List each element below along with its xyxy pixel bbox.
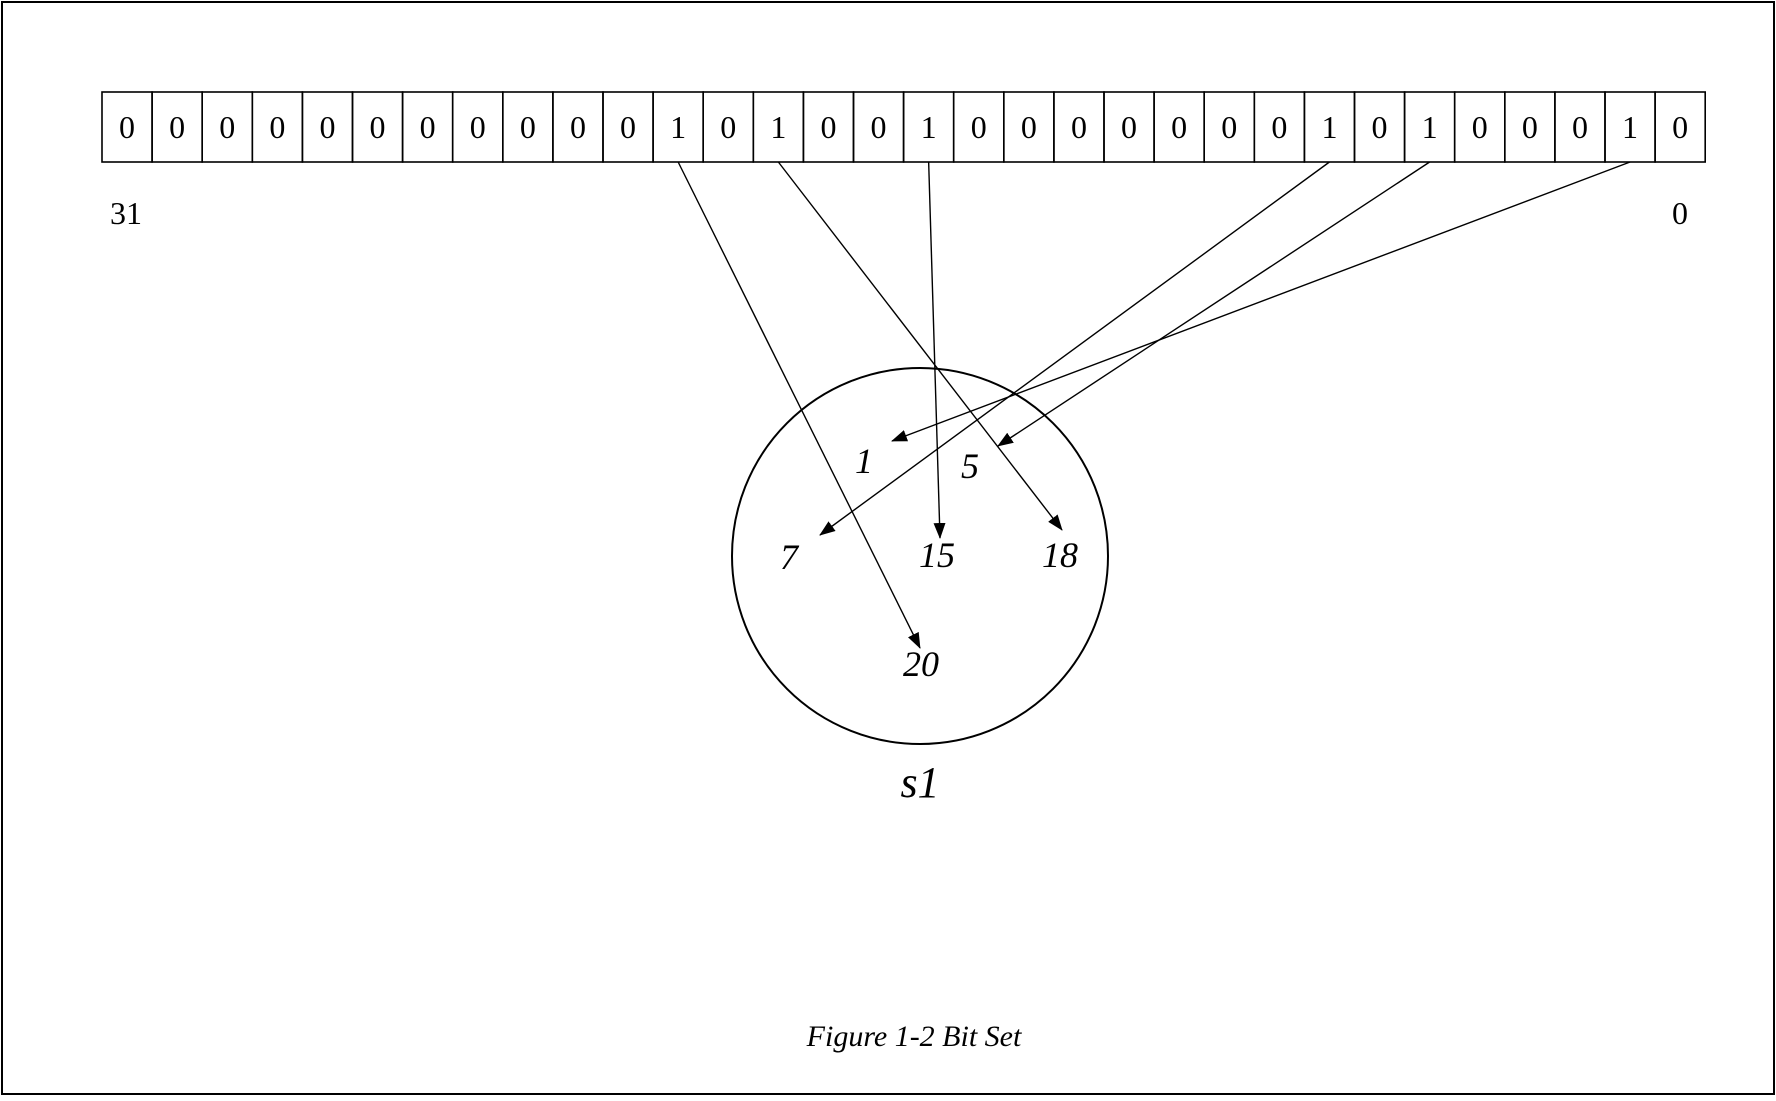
bit-value-4: 0 (1472, 109, 1488, 145)
set-element-5: 5 (961, 446, 979, 486)
set-name-label: s1 (900, 758, 939, 807)
bit-value-20: 1 (670, 109, 686, 145)
bit-value-3: 0 (1522, 109, 1538, 145)
bit-value-21: 0 (620, 109, 636, 145)
set-element-1: 1 (855, 441, 873, 481)
bit-value-9: 0 (1221, 109, 1237, 145)
arrow-bit-15-to-element-15 (927, 161, 946, 539)
arrow-bit-20-to-element-20 (677, 161, 921, 649)
bit-value-13: 0 (1021, 109, 1037, 145)
bit-value-15: 1 (921, 109, 937, 145)
bit-to-element-arrows (677, 161, 1631, 649)
bit-value-22: 0 (570, 109, 586, 145)
bit-value-7: 1 (1321, 109, 1337, 145)
bit-value-16: 0 (871, 109, 887, 145)
set-circle (731, 367, 1109, 745)
set-element-15: 15 (919, 535, 955, 575)
arrow-bit-18-to-element-18 (777, 161, 1063, 531)
bit-index-low-label: 0 (1672, 195, 1688, 231)
bit-value-30: 0 (169, 109, 185, 145)
bit-value-19: 0 (720, 109, 736, 145)
bit-value-27: 0 (319, 109, 335, 145)
bit-value-25: 0 (420, 109, 436, 145)
bit-value-6: 0 (1372, 109, 1388, 145)
bit-value-24: 0 (470, 109, 486, 145)
bit-value-12: 0 (1071, 109, 1087, 145)
bit-value-26: 0 (370, 109, 386, 145)
set-element-7: 7 (780, 537, 800, 577)
bit-value-28: 0 (269, 109, 285, 145)
bit-value-11: 0 (1121, 109, 1137, 145)
arrow-bit-1-to-element-1 (891, 161, 1631, 442)
bit-cell-0 (1654, 91, 1706, 163)
bit-value-29: 0 (219, 109, 235, 145)
set-element-18: 18 (1042, 535, 1078, 575)
bit-value-14: 0 (971, 109, 987, 145)
arrow-bit-5-to-element-5 (997, 161, 1431, 447)
bit-value-18: 1 (770, 109, 786, 145)
bit-index-high-label: 31 (110, 195, 142, 231)
figure-caption: Figure 1-2 Bit Set (806, 1020, 1022, 1053)
bit-value-10: 0 (1171, 109, 1187, 145)
bit-value-5: 1 (1422, 109, 1438, 145)
bit-value-31: 0 (119, 109, 135, 145)
arrow-bit-7-to-element-7 (819, 161, 1330, 536)
bit-value-17: 0 (820, 109, 836, 145)
bit-value-0: 0 (1672, 109, 1688, 145)
bit-value-2: 0 (1572, 109, 1588, 145)
bit-value-1: 1 (1622, 109, 1638, 145)
bit-value-23: 0 (520, 109, 536, 145)
set-element-20: 20 (903, 644, 939, 684)
bit-value-8: 0 (1271, 109, 1287, 145)
